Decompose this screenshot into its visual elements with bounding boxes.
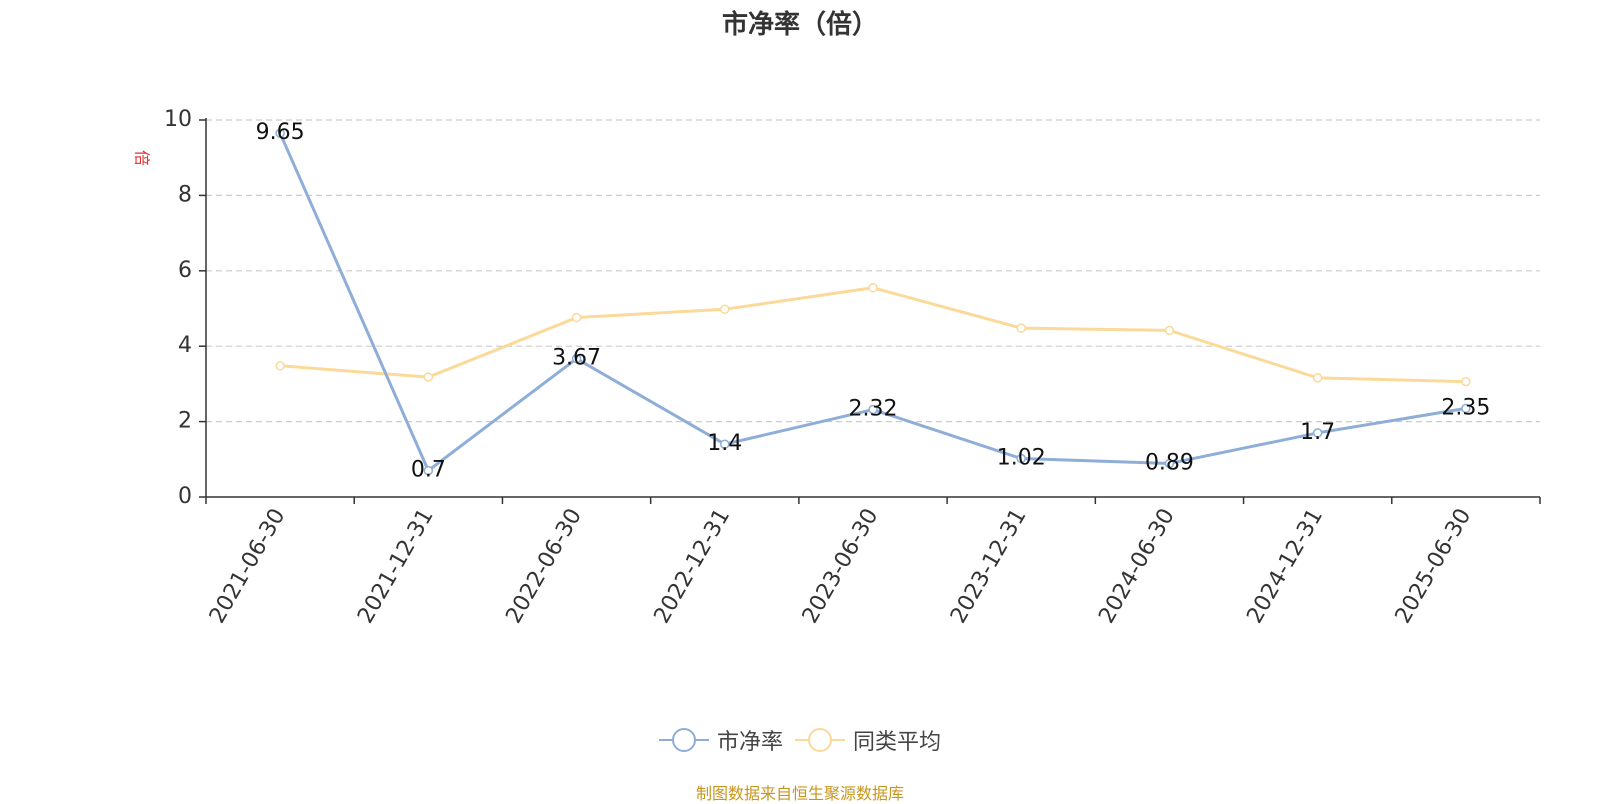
- y-tick-label-2: 4: [178, 333, 192, 358]
- y-tick-label-0: 0: [178, 484, 192, 509]
- legend-label-series-0: 市净率: [716, 730, 783, 755]
- legend: 市净率 同类平均: [0, 722, 1600, 758]
- series-1-point-1: [423, 372, 434, 382]
- grid-lines: [206, 119, 1540, 423]
- x-tick-label-3: 2022-12-31: [650, 505, 736, 628]
- x-tick-label-4: 2023-06-30: [798, 505, 884, 628]
- series-0-point-8: [1461, 403, 1471, 414]
- series-0-point-3: [720, 439, 730, 449]
- series-line-1: [279, 286, 1466, 384]
- series-1-point-3: [720, 304, 730, 315]
- chart-title: 市净率（倍）: [721, 10, 878, 40]
- series-0-point-6: [1164, 458, 1175, 469]
- series-0-point-7: [1312, 428, 1323, 438]
- y-tick-label-3: 6: [178, 258, 192, 283]
- y-tick-label-5: 10: [164, 107, 192, 132]
- y-tick-label-1: 2: [178, 409, 192, 434]
- legend-label-series-1: 同类平均: [853, 730, 942, 755]
- y-axis-label: 倍: [133, 150, 152, 166]
- x-tick-label-0: 2021-06-30: [205, 505, 291, 628]
- series-1-point-2: [571, 312, 582, 323]
- series-1-point-7: [1312, 373, 1323, 383]
- data-label-3: 1.4: [707, 431, 742, 456]
- series-1-point-4: [868, 283, 878, 293]
- series-1-point-5: [1016, 323, 1026, 333]
- data-label-0: 9.65: [256, 120, 305, 145]
- x-tick-label-7: 2024-12-31: [1242, 505, 1328, 628]
- x-tick-label-6: 2024-06-30: [1094, 505, 1180, 628]
- data-label-6: 0.89: [1145, 450, 1194, 475]
- x-tick-label-1: 2021-12-31: [353, 505, 439, 628]
- series-1-point-0: [275, 361, 285, 371]
- series-0-point-2: [571, 353, 582, 364]
- x-tick-label-8: 2025-06-30: [1391, 505, 1477, 628]
- legend-item-series-0[interactable]: 市净率: [658, 724, 783, 756]
- series-1-point-6: [1164, 325, 1175, 336]
- data-label-4: 2.32: [849, 397, 898, 422]
- series-0-point-0: [275, 128, 285, 138]
- data-label-5: 1.02: [997, 446, 1046, 471]
- data-label-1: 0.7: [411, 458, 446, 483]
- data-labels: 9.65 0.7 3.67 1.4 2.32 1.02 0.89 1.7 2.35: [256, 120, 1491, 482]
- series-0-point-5: [1016, 453, 1026, 464]
- series: [275, 128, 1471, 476]
- x-tick-label-5: 2023-12-31: [946, 504, 1032, 627]
- legend-marker-series-0: [658, 728, 709, 752]
- series-0-point-1: [423, 465, 434, 476]
- y-tick-label-4: 8: [178, 182, 192, 207]
- series-0-point-4: [868, 404, 878, 415]
- legend-item-series-1[interactable]: 同类平均: [795, 724, 941, 756]
- data-label-8: 2.35: [1441, 395, 1490, 420]
- data-label-7: 1.7: [1300, 420, 1335, 445]
- source-note: 制图数据来自恒生聚源数据库: [695, 784, 904, 803]
- legend-marker-series-1: [795, 728, 845, 752]
- series-1-point-8: [1461, 376, 1471, 387]
- data-label-2: 3.67: [552, 346, 601, 371]
- axes: 0 2 4 6 8 10 2021-06-30 2021-12-31 2022-06-30 202…: [164, 107, 1541, 628]
- x-tick-label-2: 2022-06-30: [501, 505, 587, 628]
